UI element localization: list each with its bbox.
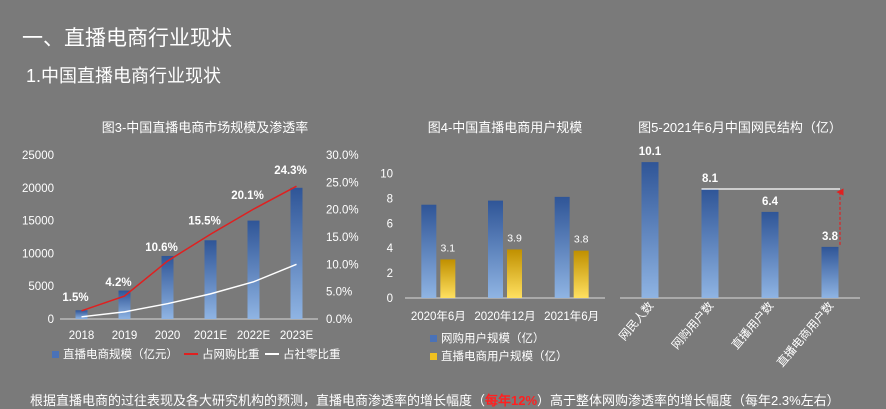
legend-label: 网购用户规模（亿） <box>441 333 545 345</box>
data-label: 6.4 <box>762 196 779 208</box>
y-right-tick-label: 25.0% <box>326 177 359 189</box>
y-tick-label: 0 <box>387 293 393 305</box>
data-label: 20.1% <box>231 190 264 202</box>
data-label: 1.5% <box>62 292 88 304</box>
chart5-plot: 10.1 8.1 6.4 3.8 网民人数 网购用户数 直播用户数 直播电商用户数 <box>616 146 860 370</box>
data-label: 3.1 <box>441 242 456 254</box>
data-label: 3.8 <box>822 231 839 243</box>
chart4-legend-gold: 直播电商用户规模（亿） <box>430 348 568 364</box>
data-label: 3.9 <box>507 232 522 244</box>
y-tick-label: 4 <box>387 243 394 255</box>
y-tick-label: 6 <box>387 218 393 230</box>
x-tick-label: 直播用户数 <box>729 299 777 352</box>
legend-label: 占社零比重 <box>283 349 341 361</box>
summary-text-part: 根据直播电商的过往表现及各大研究机构的预测，直播电商渗透率的增长幅度（ <box>30 393 486 408</box>
x-tick-label: 2022E <box>237 330 271 342</box>
chart4-plot: 0 2 4 6 8 10 2020年6月 2020年12月 2021年6月 3.1 3.9 3.8 <box>380 168 605 323</box>
y-left-tick-label: 10000 <box>22 248 54 260</box>
bar <box>641 162 659 298</box>
chart4-title: 图4-中国直播电商用户规模 <box>427 120 583 135</box>
chart5-title: 图5-2021年6月中国网民结构（亿） <box>638 120 842 135</box>
data-label: 8.1 <box>702 173 719 185</box>
x-tick-label: 直播电商用户数 <box>774 299 837 370</box>
data-label: 10.6% <box>145 242 178 254</box>
bar <box>204 240 217 319</box>
bar <box>701 189 719 298</box>
legend-bar-swatch <box>430 352 437 360</box>
legend-bar-swatch <box>52 350 59 358</box>
bar-live-ecommerce-users <box>440 259 456 298</box>
charts-canvas: 0 5000 10000 15000 20000 25000 0.0% 5.0% 10.0% 15… <box>22 146 860 370</box>
data-label: 4.2% <box>105 277 131 289</box>
data-label: 24.3% <box>274 165 307 177</box>
y-tick-label: 2 <box>387 268 393 280</box>
x-tick-label: 2021E <box>194 330 228 342</box>
x-tick-label: 2020年12月 <box>474 309 535 323</box>
legend-label: 直播电商用户规模（亿） <box>441 351 568 363</box>
chart3-legend-red-line: 占网购比重 <box>184 346 260 362</box>
legend-label: 直播电商规模（亿元） <box>63 349 178 361</box>
series-line-red <box>81 185 297 312</box>
legend-bar-swatch <box>430 334 437 342</box>
bar <box>761 211 779 298</box>
bar <box>75 310 88 319</box>
x-tick-label: 网民人数 <box>616 299 657 344</box>
legend-label: 占网购比重 <box>202 349 260 361</box>
y-left-tick-label: 15000 <box>22 216 54 228</box>
bar-live-ecommerce-users <box>573 250 589 298</box>
y-tick-label: 10 <box>380 168 393 180</box>
legend-line-swatch <box>265 353 279 355</box>
legend-line-swatch <box>184 353 198 355</box>
y-right-tick-label: 15.0% <box>326 232 359 244</box>
bar <box>290 187 303 319</box>
y-tick-label: 8 <box>387 193 393 205</box>
x-tick-label: 网购用户数 <box>669 299 717 352</box>
bar <box>118 290 131 319</box>
x-tick-label: 2020 <box>155 330 181 342</box>
page-heading: 一、直播电商行业现状 <box>22 27 232 50</box>
page-subheading: 1.中国直播电商行业现状 <box>26 66 222 86</box>
y-left-tick-label: 5000 <box>28 281 54 293</box>
summary-text-part: ）高于整体网购渗透率的增长幅度（每年2.3%左右） <box>537 393 840 408</box>
bar-live-ecommerce-users <box>507 249 522 298</box>
bar <box>821 246 839 298</box>
x-tick-label: 2019 <box>112 330 138 342</box>
x-tick-label: 2020年6月 <box>411 309 466 323</box>
y-left-tick-label: 0 <box>48 314 54 326</box>
bar-online-shoppers <box>421 204 437 298</box>
y-right-tick-label: 0.0% <box>326 314 352 326</box>
data-label: 10.1 <box>639 146 662 158</box>
y-left-tick-label: 20000 <box>22 183 54 195</box>
series-line-white <box>81 263 297 318</box>
summary-highlight: 每年12% <box>485 393 538 408</box>
chart3-legend-white-line: 占社零比重 <box>265 346 341 362</box>
y-right-tick-label: 5.0% <box>326 287 352 299</box>
y-right-tick-label: 30.0% <box>326 150 359 162</box>
data-label: 3.8 <box>574 234 589 246</box>
x-tick-label: 2018 <box>69 330 95 342</box>
x-tick-label: 2023E <box>280 330 314 342</box>
bar-online-shoppers <box>554 196 570 298</box>
chart3-legend-bar: 直播电商规模（亿元） <box>52 346 178 362</box>
bar <box>247 220 260 319</box>
y-right-tick-label: 10.0% <box>326 259 359 271</box>
y-left-tick-label: 25000 <box>22 150 54 162</box>
data-label: 15.5% <box>188 215 221 227</box>
chart3-title: 图3-中国直播电商市场规模及渗透率 <box>101 120 309 135</box>
chart3-plot: 0 5000 10000 15000 20000 25000 0.0% 5.0% 10.0% 15… <box>22 150 359 342</box>
chart4-legend-blue: 网购用户规模（亿） <box>430 330 545 346</box>
bar-online-shoppers <box>488 200 503 298</box>
x-tick-label: 2021年6月 <box>544 309 599 323</box>
y-right-tick-label: 20.0% <box>326 205 359 217</box>
